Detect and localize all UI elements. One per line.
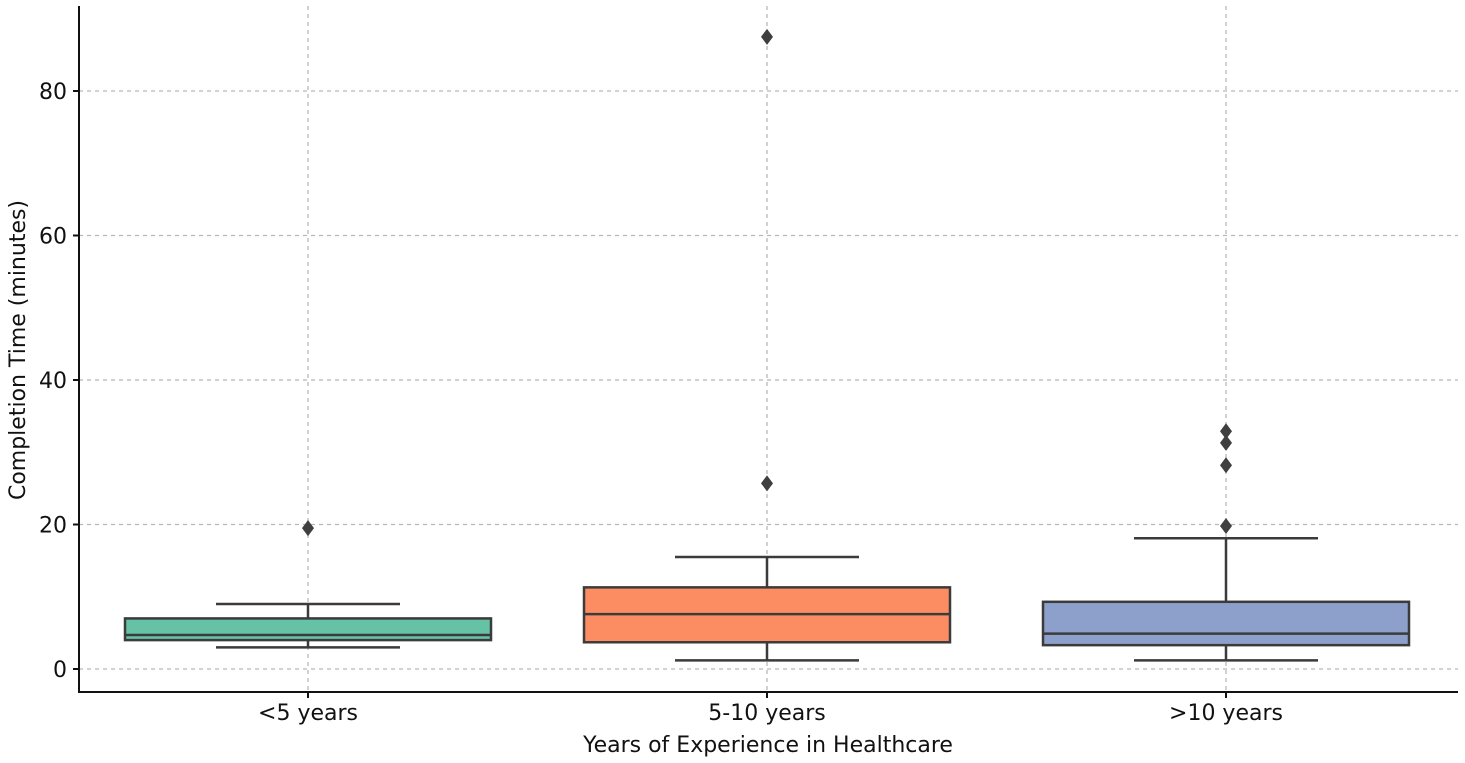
box-group — [1041, 423, 1411, 662]
y-tick-label: 0 — [53, 658, 67, 683]
iqr-box — [123, 617, 493, 642]
box-group — [123, 520, 493, 649]
grid-layer — [79, 6, 1458, 692]
x-tick-label: 5-10 years — [708, 701, 825, 726]
x-tick-label: >10 years — [1169, 701, 1283, 726]
y-tick-label: 60 — [39, 225, 67, 250]
outlier-point — [1220, 423, 1232, 440]
outlier-point — [1220, 434, 1232, 451]
iqr-box — [1041, 600, 1411, 647]
x-tick-label: <5 years — [258, 701, 358, 726]
box-layer — [123, 28, 1411, 662]
outlier-point — [761, 28, 773, 45]
outlier-point — [1220, 457, 1232, 474]
x-axis-label: Years of Experience in Healthcare — [582, 733, 953, 758]
outlier-point — [761, 475, 773, 492]
y-axis-label: Completion Time (minutes) — [6, 200, 31, 500]
y-tick-label: 80 — [39, 80, 67, 105]
box-group — [582, 28, 952, 662]
y-tick-label: 20 — [39, 514, 67, 539]
outlier-point — [302, 520, 314, 537]
tick-layer: 0 20 40 60 80 <5 years 5-10 years >10 years — [39, 80, 1283, 726]
y-tick-label: 40 — [39, 369, 67, 394]
outlier-point — [1220, 517, 1232, 534]
